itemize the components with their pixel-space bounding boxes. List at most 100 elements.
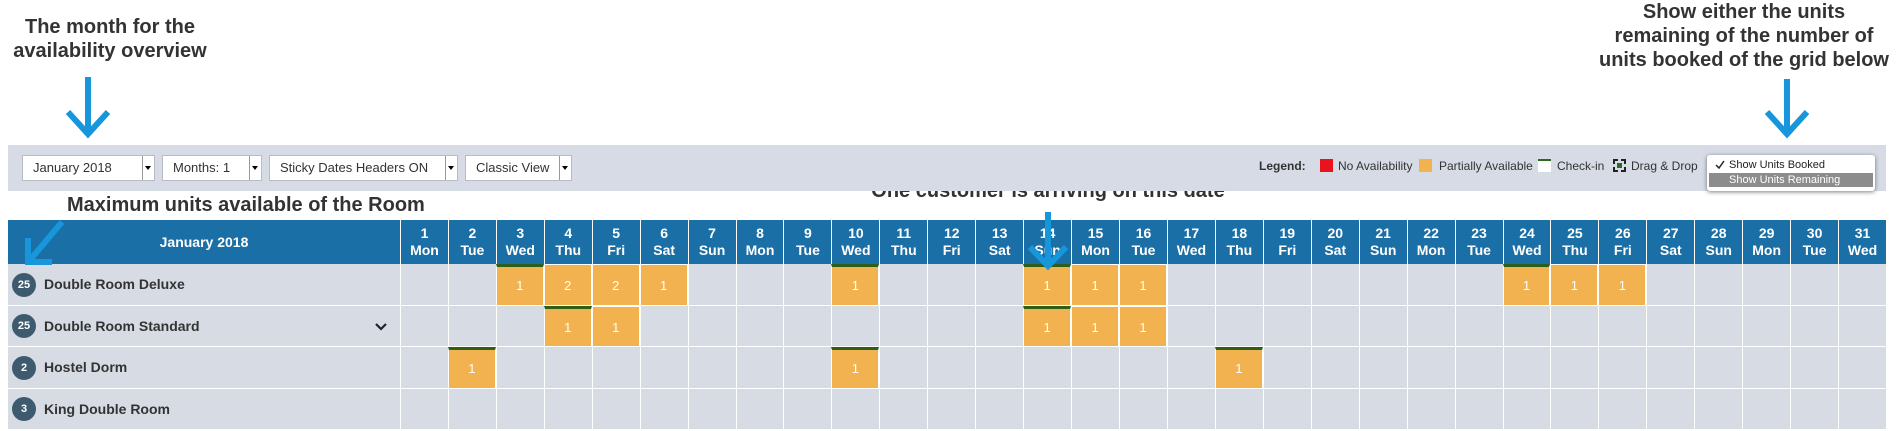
booking-cell[interactable]: 1	[1119, 264, 1167, 306]
weekday: Tue	[1802, 242, 1827, 258]
day-cell	[735, 264, 784, 306]
booking-cell[interactable]: 1	[1119, 305, 1167, 347]
day-cell	[1694, 347, 1743, 389]
day-number: 16	[1135, 225, 1152, 241]
weekday: Fri	[607, 242, 626, 258]
day-cell	[591, 347, 640, 389]
day-cell	[927, 388, 976, 430]
booking-cell[interactable]: 1	[831, 264, 880, 306]
day-header: 8 Mon	[735, 220, 784, 264]
day-cell	[687, 347, 736, 389]
booking-cell[interactable]: 1	[1502, 264, 1551, 306]
day-cell	[1502, 305, 1551, 347]
day-number: 18	[1231, 225, 1248, 241]
annotation: Maximum units available of the Room	[67, 194, 425, 216]
room-name: Hostel Dorm	[44, 359, 128, 375]
select[interactable]: Classic View	[465, 155, 572, 181]
day-cell	[1310, 347, 1359, 389]
day-cell	[1454, 264, 1503, 306]
booking-cell[interactable]: 1	[1071, 305, 1120, 347]
select[interactable]: January 2018	[22, 155, 155, 181]
day-cell	[1550, 347, 1599, 389]
booking-cell[interactable]: 1	[447, 347, 496, 389]
dropdown-option[interactable]: Show Units Remaining	[1709, 173, 1873, 187]
day-cell	[783, 347, 832, 389]
weekday: Mon	[410, 242, 439, 258]
chevron	[375, 322, 387, 331]
day-cell	[543, 388, 592, 430]
day-cell	[400, 264, 448, 306]
day-cell	[1694, 264, 1743, 306]
booking-cell[interactable]: 1	[1214, 347, 1263, 389]
day-cell	[1214, 388, 1263, 430]
day-cell	[831, 388, 880, 430]
day-cell	[1454, 388, 1503, 430]
grid-header: January 2018	[8, 220, 400, 264]
weekday: Sat	[1324, 242, 1347, 258]
booking-cell[interactable]: 1	[543, 305, 592, 347]
day-cell	[1071, 388, 1120, 430]
select-value: January 2018	[33, 160, 112, 175]
day-cell	[1742, 347, 1791, 389]
day-cell	[639, 388, 688, 430]
day-cell	[927, 305, 976, 347]
day-number: 19	[1279, 225, 1296, 241]
day-cell	[447, 264, 496, 306]
booking-cell[interactable]: 1	[1023, 305, 1072, 347]
day-cell	[1598, 305, 1647, 347]
day-number: 17	[1183, 225, 1200, 241]
day-header: 2 Tue	[447, 220, 496, 264]
drag-icon	[1613, 159, 1626, 172]
legend-item: Partially Available	[1439, 159, 1533, 173]
day-cell	[1166, 347, 1215, 389]
day-number: 30	[1806, 225, 1823, 241]
dropdown-option[interactable]: Show Units Booked	[1709, 158, 1873, 172]
day-cell	[639, 305, 688, 347]
day-cell	[495, 388, 544, 430]
day-cell	[975, 305, 1024, 347]
day-cell	[495, 347, 544, 389]
booking-cell[interactable]: 1	[1598, 264, 1647, 306]
booking-cell[interactable]: 1	[639, 264, 688, 306]
day-number: 1	[420, 225, 429, 241]
day-header: 23 Tue	[1454, 220, 1503, 264]
select[interactable]: Sticky Dates Headers ON	[269, 155, 458, 181]
booking-cell[interactable]: 1	[591, 305, 640, 347]
day-cell	[400, 388, 448, 430]
day-cell	[543, 347, 592, 389]
day-number: 15	[1087, 225, 1104, 241]
weekday: Sat	[1659, 242, 1682, 258]
day-cell	[1358, 388, 1407, 430]
weekday: Wed	[1847, 242, 1878, 258]
weekday: Tue	[460, 242, 485, 258]
day-cell	[1358, 305, 1407, 347]
annotation: The month for the availability overview	[13, 16, 207, 62]
booking-cell[interactable]: 2	[591, 264, 640, 306]
booking-cell[interactable]: 1	[1550, 264, 1599, 306]
day-cell	[687, 305, 736, 347]
day-header: 12 Fri	[927, 220, 976, 264]
weekday: Wed	[1512, 242, 1542, 258]
day-cell	[927, 347, 976, 389]
day-cell	[1406, 388, 1455, 430]
booking-cell[interactable]: 1	[495, 264, 544, 306]
units-dropdown[interactable]: Show Units Booked Show Units Remaining	[1707, 155, 1875, 191]
day-cell	[975, 388, 1024, 430]
day-cell	[400, 347, 448, 389]
booking-cell[interactable]: 1	[831, 347, 880, 389]
weekday: Thu	[1562, 242, 1588, 258]
day-cell	[1598, 388, 1647, 430]
day-cell	[1310, 305, 1359, 347]
expand-toggle[interactable]	[374, 320, 388, 334]
day-number: 28	[1710, 225, 1727, 241]
room-cell	[8, 388, 400, 430]
weekday: Sun	[1705, 242, 1732, 258]
legend-item: No Availability	[1338, 159, 1413, 173]
booking-cell[interactable]: 1	[1071, 264, 1120, 306]
select[interactable]: Months: 1	[162, 155, 262, 181]
day-header: 26 Fri	[1598, 220, 1647, 264]
weekday: Sat	[988, 242, 1011, 258]
booking-cell[interactable]: 1	[1023, 264, 1072, 306]
booking-cell[interactable]: 2	[543, 264, 592, 306]
day-number: 11	[896, 225, 912, 241]
